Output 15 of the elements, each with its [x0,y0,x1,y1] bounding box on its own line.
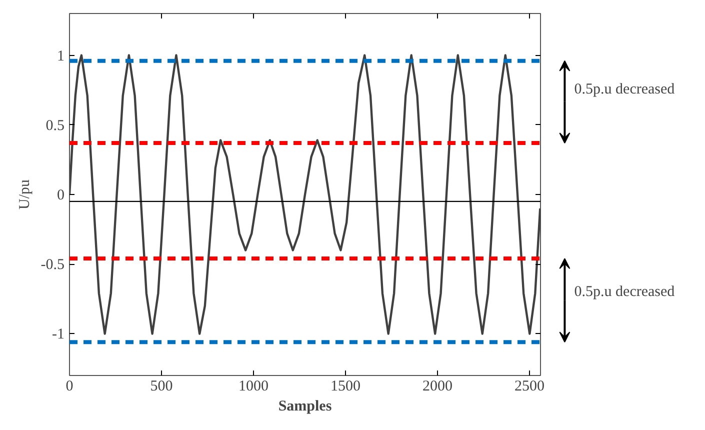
y-tick-label: -0.5 [40,257,65,274]
y-tick-label: 0.5 [46,118,64,134]
line-series [70,54,540,335]
y-tick-label: 0 [57,188,64,204]
x-tick-label: 2500 [514,378,544,394]
y-tick-label: 1 [57,48,64,64]
x-tick-label: 1500 [330,378,360,394]
x-tick-label: 2000 [422,378,452,394]
text: 0.5p.u decreased [574,284,676,300]
x-tick-label: 500 [150,378,173,394]
y-axis-title: U/pu [16,179,33,210]
y-tick-label: -1 [52,326,65,343]
x-axis-title: Samples [278,398,332,414]
x-tick-label: 1000 [238,378,268,394]
text: 0.5p.u decreased [574,82,676,98]
